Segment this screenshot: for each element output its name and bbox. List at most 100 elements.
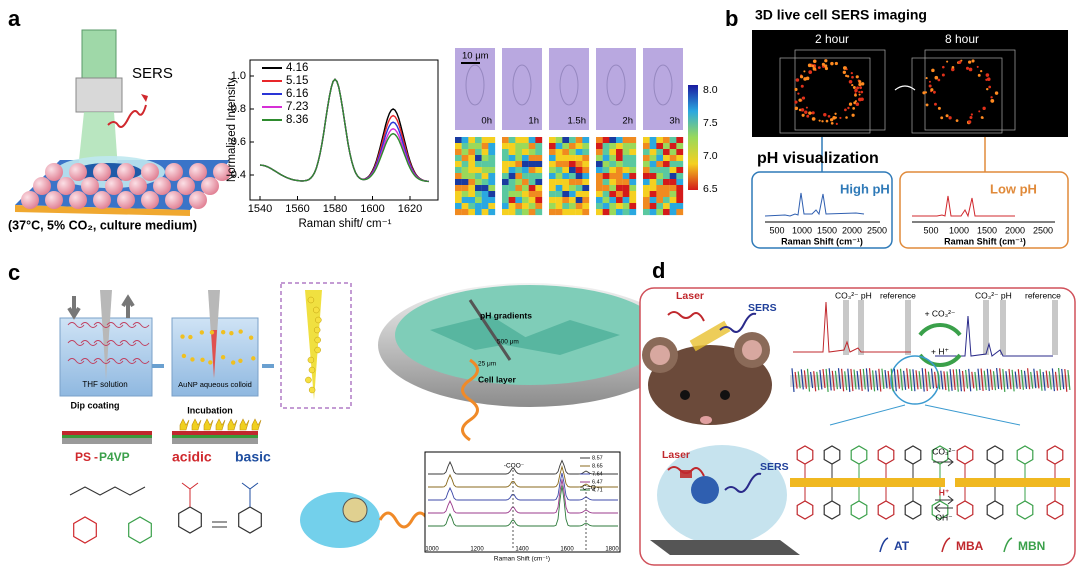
ph-pixel	[455, 161, 462, 168]
ph-pixel	[461, 203, 469, 210]
arrow	[933, 457, 954, 467]
signal-dot	[847, 106, 850, 110]
benzene-ring	[1046, 445, 1064, 465]
ph-pixel	[656, 209, 664, 216]
benzene-ring	[796, 500, 814, 520]
ph-pixel	[502, 149, 509, 156]
wire-molecule	[992, 371, 997, 391]
render-boxes	[779, 49, 1016, 134]
ph-pixel	[475, 155, 482, 162]
ph-pixel	[481, 155, 489, 162]
ph-pixel	[609, 161, 617, 168]
ph-pixel	[649, 191, 657, 198]
sphere	[81, 177, 99, 195]
ph-pixel	[461, 167, 469, 174]
signal-dot	[817, 66, 821, 70]
ph-pixel	[562, 167, 570, 174]
ph-pixel	[522, 167, 529, 174]
signal-dot	[931, 68, 935, 73]
ph-pixel	[629, 209, 637, 216]
ph-pixel	[475, 137, 482, 144]
ph-pixel	[629, 197, 637, 204]
ph-pixel	[488, 173, 496, 180]
gold-star	[251, 418, 262, 431]
ph-pixel	[575, 149, 583, 156]
signal-dot	[946, 60, 949, 63]
ph-pixel	[643, 143, 650, 150]
benzene-ring	[904, 445, 922, 465]
benzene-ring	[931, 500, 949, 520]
panel-label: a	[8, 6, 21, 31]
ph-pixel	[549, 203, 556, 210]
ph-pixel	[488, 191, 496, 198]
ph-pixel	[622, 209, 630, 216]
cell	[653, 64, 673, 106]
gold-np	[305, 376, 312, 384]
x-axis-label: Raman Shift (cm⁻¹)	[781, 236, 863, 246]
wire-molecule	[1058, 367, 1062, 391]
low-ph: Low pH	[990, 181, 1037, 196]
annotation: 25 μm	[478, 361, 496, 368]
legend-label: 4.71	[592, 487, 603, 493]
gold-np	[199, 330, 205, 335]
ph-pixel	[643, 155, 650, 162]
ph-pixel	[582, 209, 590, 216]
ph-pixel	[629, 155, 637, 162]
ph-pixel	[609, 191, 617, 198]
wire-molecule	[890, 368, 894, 392]
ph-pixel	[528, 143, 536, 150]
polymer	[106, 358, 124, 364]
ph-pixel	[522, 173, 529, 180]
ph-pixel	[562, 197, 570, 204]
ph-pixel	[656, 167, 664, 174]
ph-pixel	[535, 197, 543, 204]
wire-molecule	[797, 371, 801, 389]
signal-dot	[842, 70, 846, 75]
peak-label: -COO⁻	[504, 463, 524, 470]
signal-dot	[797, 92, 800, 95]
sphere	[165, 163, 183, 181]
wire-molecule	[1002, 369, 1006, 393]
wire-molecule	[841, 368, 845, 392]
ph-pixel	[461, 185, 469, 192]
ph-pixel	[455, 203, 462, 210]
signal-dot	[807, 63, 812, 68]
gold-star	[239, 418, 250, 431]
ph-pixel	[622, 173, 630, 180]
wire-molecule	[868, 368, 873, 390]
polymer	[106, 322, 124, 328]
ph-pixel	[663, 173, 670, 180]
signal-dot	[812, 59, 817, 64]
polymer	[132, 340, 150, 346]
ph-pixel	[528, 185, 536, 192]
ph-pixel	[468, 197, 476, 204]
benzene-ring	[238, 506, 262, 534]
ph-pixel	[522, 161, 529, 168]
ph-pixel	[602, 191, 610, 198]
panel-title: 3D live cell SERS imaging	[755, 7, 927, 23]
ph-pixel	[596, 143, 603, 150]
ph-pixel	[569, 185, 576, 192]
ph-pixel	[643, 203, 650, 210]
ph-pixel	[676, 179, 684, 186]
ph-pixel	[596, 203, 603, 210]
ph-pixel	[481, 179, 489, 186]
sphere	[141, 163, 159, 181]
benzene-ring	[877, 500, 895, 520]
ph-pixel	[656, 179, 664, 186]
x-axis-label: Raman Shift (cm⁻¹)	[944, 236, 1026, 246]
ph-pixel	[535, 149, 543, 156]
ph-pixel	[649, 179, 657, 186]
ph-pixel	[569, 137, 576, 144]
sphere	[93, 163, 111, 181]
wire-molecule	[940, 370, 944, 390]
ph-pixel	[602, 149, 610, 156]
ph-pixel	[629, 143, 637, 150]
ph-pixel	[549, 197, 556, 204]
gold-np	[208, 360, 213, 365]
x-tick-label: 1000	[425, 547, 439, 553]
ph-pixel	[461, 197, 469, 204]
ph-pixel	[549, 209, 556, 216]
wire-molecule	[1030, 371, 1034, 389]
ph-pixel	[535, 203, 543, 210]
